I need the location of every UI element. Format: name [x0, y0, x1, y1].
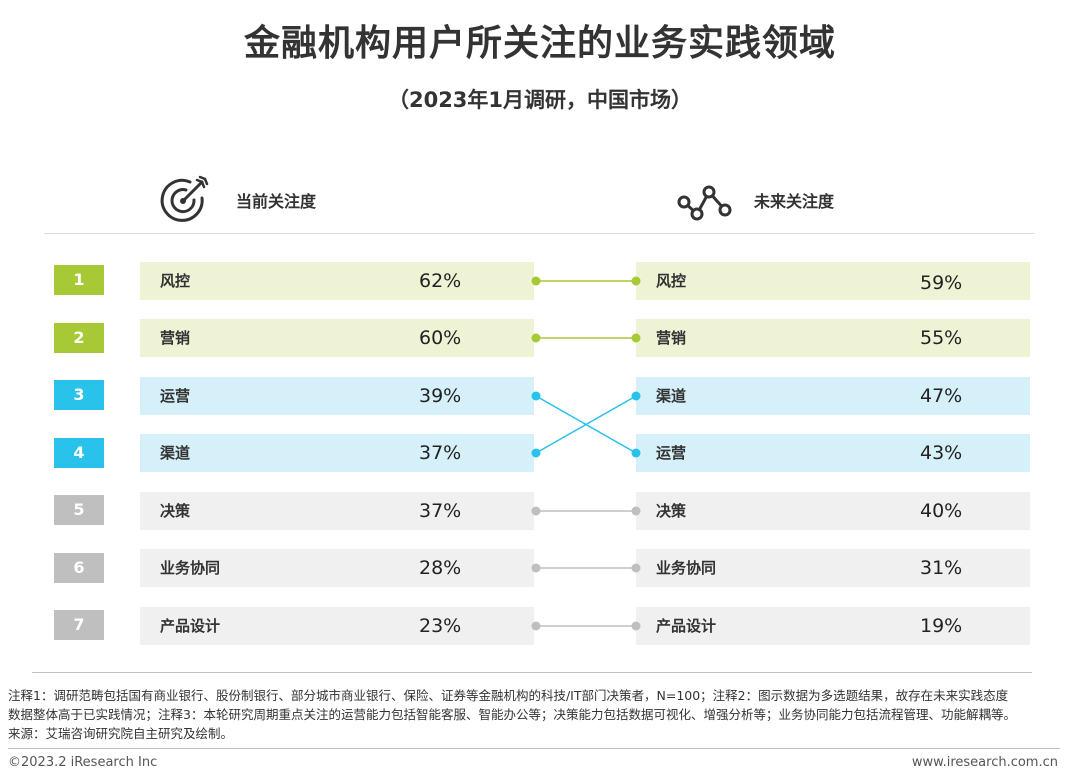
future-label: 渠道 [656, 387, 687, 405]
future-band [636, 262, 1030, 300]
future-band [636, 434, 1030, 472]
current-label: 运营 [160, 387, 191, 405]
chart-title: 金融机构用户所关注的业务实践领域 [243, 23, 836, 64]
header-divider [44, 233, 1034, 234]
current-band [140, 319, 534, 357]
bottom-divider [8, 748, 1060, 749]
copyright: ©2023.2 iResearch Inc [8, 755, 158, 770]
rank-badge: 5 [54, 495, 104, 525]
future-value: 19% [920, 615, 963, 637]
rank-badge: 6 [54, 553, 104, 583]
header-current: 当前关注度 [236, 192, 317, 211]
future-band [636, 492, 1030, 530]
footnote-line1: 注释1：调研范畴包括国有商业银行、股份制银行、部分城市商业银行、保险、证券等金融… [8, 688, 1009, 703]
current-value: 37% [419, 442, 462, 464]
current-value: 28% [419, 557, 462, 579]
future-label: 决策 [656, 502, 687, 520]
footer-divider [32, 672, 1032, 673]
connector-line [535, 395, 637, 454]
current-label: 产品设计 [160, 617, 221, 635]
future-value: 55% [920, 327, 963, 349]
future-value: 59% [920, 272, 963, 294]
current-band [140, 434, 534, 472]
current-value: 62% [419, 270, 462, 292]
trend-nodes-icon [677, 185, 732, 221]
current-band [140, 607, 534, 645]
current-band [140, 492, 534, 530]
future-label: 运营 [656, 444, 687, 462]
current-value: 39% [419, 385, 462, 407]
rank-badge: 2 [54, 323, 104, 353]
footnote-line2: 数据整体高于已实践情况；注释3：本轮研究周期重点关注的运营能力包括智能客服、智能… [8, 707, 1016, 722]
future-band [636, 607, 1030, 645]
future-band [636, 549, 1030, 587]
source-note: 来源：艾瑞咨询研究院自主研究及绘制。 [8, 726, 234, 741]
rank-badge: 4 [54, 438, 104, 468]
current-label: 渠道 [160, 444, 191, 462]
future-value: 40% [920, 500, 963, 522]
future-label: 风控 [656, 272, 687, 290]
rank-badge: 1 [54, 265, 104, 295]
connector-line [535, 395, 637, 454]
current-label: 营销 [160, 329, 191, 347]
chart-subtitle: （2023年1月调研，中国市场） [387, 88, 693, 112]
current-value: 37% [419, 500, 462, 522]
current-label: 业务协同 [160, 559, 221, 577]
header-future: 未来关注度 [754, 192, 835, 211]
current-band [140, 549, 534, 587]
current-value: 60% [419, 327, 462, 349]
target-icon [160, 175, 209, 222]
current-label: 风控 [160, 272, 191, 290]
rank-badge: 7 [54, 610, 104, 640]
future-band [636, 319, 1030, 357]
future-band [636, 377, 1030, 415]
current-band [140, 262, 534, 300]
future-label: 产品设计 [656, 617, 717, 635]
future-label: 业务协同 [656, 559, 717, 577]
rank-badge: 3 [54, 380, 104, 410]
future-value: 31% [920, 557, 963, 579]
future-value: 43% [920, 442, 963, 464]
future-value: 47% [920, 385, 963, 407]
current-band [140, 377, 534, 415]
future-label: 营销 [656, 329, 687, 347]
current-label: 决策 [160, 502, 191, 520]
current-value: 23% [419, 615, 462, 637]
website: www.iresearch.com.cn [911, 755, 1058, 770]
